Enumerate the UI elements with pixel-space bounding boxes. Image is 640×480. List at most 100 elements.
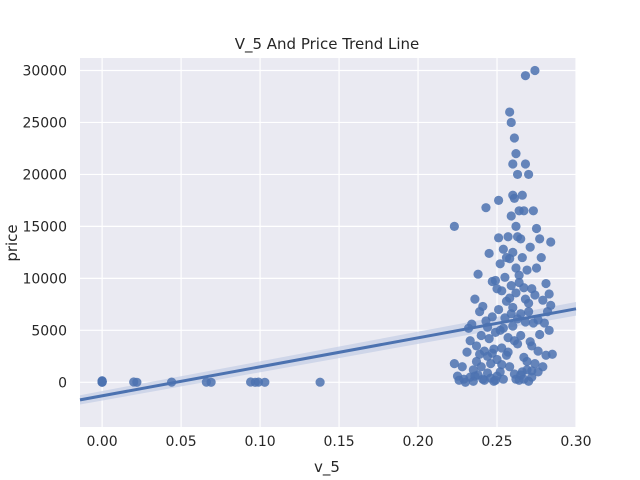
data-point bbox=[132, 377, 142, 387]
data-point bbox=[533, 346, 543, 356]
data-point bbox=[506, 117, 516, 128]
data-point bbox=[490, 375, 501, 385]
trend-line bbox=[79, 307, 577, 402]
data-point bbox=[511, 288, 521, 298]
data-point bbox=[508, 247, 518, 257]
data-point bbox=[487, 312, 497, 322]
data-point bbox=[449, 358, 459, 369]
data-point bbox=[516, 330, 526, 341]
x-tick-label: 0.15 bbox=[323, 434, 354, 450]
y-tick-label: 25000 bbox=[22, 115, 67, 131]
data-point bbox=[97, 377, 107, 387]
data-point bbox=[206, 377, 216, 387]
y-tick-label: 0 bbox=[58, 375, 67, 391]
data-point bbox=[470, 294, 480, 304]
data-point bbox=[490, 275, 501, 286]
data-point bbox=[509, 336, 519, 346]
data-point bbox=[527, 366, 537, 376]
data-point bbox=[497, 360, 507, 370]
data-point bbox=[505, 107, 515, 117]
data-point bbox=[531, 263, 542, 273]
data-point bbox=[511, 263, 521, 273]
data-point bbox=[524, 169, 534, 180]
data-point bbox=[514, 270, 524, 280]
data-point bbox=[535, 329, 545, 340]
data-point bbox=[538, 295, 548, 305]
data-point bbox=[512, 169, 523, 180]
data-point bbox=[528, 206, 538, 216]
y-tick-label: 5000 bbox=[31, 323, 67, 339]
data-point bbox=[506, 211, 516, 221]
data-point bbox=[536, 252, 546, 263]
data-point bbox=[495, 259, 505, 269]
data-point bbox=[470, 371, 480, 381]
data-point bbox=[530, 358, 540, 369]
data-point bbox=[547, 349, 557, 359]
data-point bbox=[498, 244, 508, 254]
data-point bbox=[465, 336, 475, 346]
data-point bbox=[527, 341, 537, 351]
data-point bbox=[541, 278, 551, 289]
x-tick-label: 0.25 bbox=[481, 434, 512, 450]
data-point bbox=[473, 269, 483, 279]
data-point bbox=[511, 221, 521, 231]
data-point bbox=[508, 302, 518, 313]
y-tick-label: 15000 bbox=[22, 219, 67, 235]
data-point bbox=[506, 281, 516, 291]
data-point bbox=[495, 367, 505, 377]
x-tick-label: 0.10 bbox=[244, 434, 275, 450]
x-axis-label: v_5 bbox=[314, 458, 340, 477]
data-point bbox=[462, 347, 472, 357]
data-point bbox=[522, 356, 532, 367]
data-point bbox=[546, 237, 556, 247]
data-point bbox=[493, 195, 504, 206]
data-point bbox=[493, 233, 504, 243]
data-point bbox=[505, 293, 515, 303]
data-point bbox=[501, 252, 512, 263]
data-point bbox=[476, 330, 486, 341]
data-point bbox=[500, 272, 510, 282]
data-point bbox=[525, 242, 535, 252]
data-point bbox=[484, 334, 494, 344]
data-point bbox=[544, 289, 554, 299]
data-point bbox=[539, 318, 550, 328]
data-point bbox=[524, 307, 534, 317]
data-point bbox=[457, 362, 467, 372]
data-point bbox=[516, 234, 526, 244]
chart-title: V_5 And Price Trend Line bbox=[235, 35, 420, 54]
x-tick-label: 0.20 bbox=[402, 434, 433, 450]
data-point bbox=[471, 341, 482, 351]
y-tick-label: 30000 bbox=[22, 63, 67, 79]
data-point bbox=[487, 348, 497, 358]
data-point bbox=[511, 149, 521, 159]
data-point bbox=[535, 234, 545, 244]
data-point bbox=[520, 71, 531, 81]
y-tick-labels: 0 5000 10000 15000 20000 25000 30000 bbox=[22, 63, 67, 391]
data-point bbox=[524, 376, 534, 386]
x-tick-label: 0.00 bbox=[87, 434, 118, 450]
data-points bbox=[97, 65, 557, 387]
x-tick-labels: 0.00 0.05 0.10 0.15 0.20 0.25 0.30 bbox=[87, 434, 592, 450]
data-point bbox=[530, 290, 540, 300]
y-tick-label: 20000 bbox=[22, 167, 67, 183]
data-point bbox=[517, 190, 527, 200]
data-point bbox=[520, 159, 531, 169]
data-point bbox=[505, 362, 515, 372]
data-point bbox=[546, 300, 556, 310]
data-point bbox=[519, 206, 529, 216]
data-point bbox=[484, 248, 494, 259]
data-point bbox=[508, 159, 518, 169]
y-axis-label: price bbox=[3, 224, 21, 261]
data-point bbox=[260, 377, 270, 387]
x-tick-label: 0.30 bbox=[560, 434, 591, 450]
data-point bbox=[520, 294, 531, 304]
data-point bbox=[492, 284, 502, 294]
data-point bbox=[481, 203, 491, 213]
data-point bbox=[531, 223, 542, 234]
data-point bbox=[476, 362, 486, 372]
data-point bbox=[530, 65, 540, 76]
data-point bbox=[315, 377, 325, 387]
data-point bbox=[478, 301, 488, 312]
data-point bbox=[514, 277, 524, 288]
